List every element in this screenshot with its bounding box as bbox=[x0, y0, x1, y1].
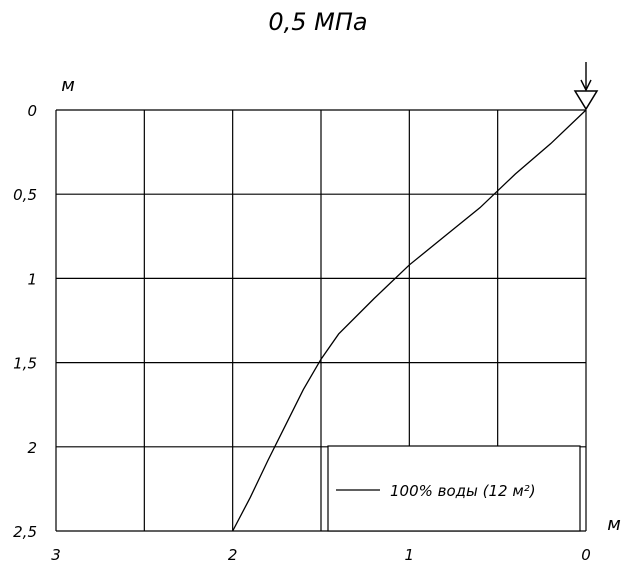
series-line-0 bbox=[232, 109, 587, 532]
x-tick-label: 1 bbox=[405, 546, 415, 564]
y-axis-label: м bbox=[61, 75, 75, 96]
y-tick-label: 1 bbox=[27, 270, 37, 288]
x-tick-label: 2 bbox=[228, 546, 238, 564]
x-tick-label: 3 bbox=[51, 546, 61, 564]
tick-labels: 0 0,5 1 1,5 2 2,5 3 2 1 0 bbox=[13, 102, 591, 564]
chart-title: 0,5 МПа bbox=[268, 8, 367, 36]
source-arrow-head bbox=[580, 79, 592, 92]
y-tick-label: 0,5 bbox=[13, 186, 37, 204]
source-marker bbox=[573, 62, 599, 111]
y-tick-label: 0 bbox=[27, 102, 37, 120]
x-tick-label: 0 bbox=[581, 546, 591, 564]
y-tick-label: 2 bbox=[27, 439, 37, 457]
legend-label-0: 100% воды (12 м²) bbox=[390, 482, 536, 500]
y-tick-label: 1,5 bbox=[13, 355, 37, 373]
legend-box bbox=[327, 445, 581, 532]
y-tick-label: 2,5 bbox=[13, 523, 37, 541]
x-axis-label: м bbox=[607, 514, 621, 535]
series-layer bbox=[232, 109, 587, 532]
legend: 100% воды (12 м²) bbox=[327, 445, 581, 532]
source-triangle-icon bbox=[573, 90, 599, 111]
